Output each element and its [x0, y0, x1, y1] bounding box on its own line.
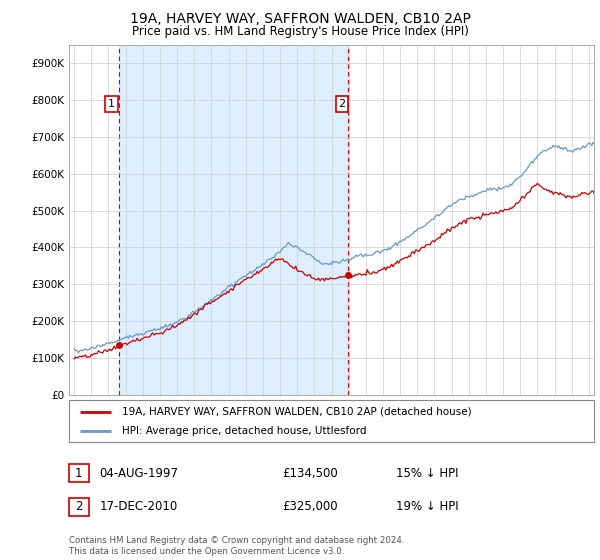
FancyBboxPatch shape: [69, 400, 594, 442]
Text: 19% ↓ HPI: 19% ↓ HPI: [396, 500, 458, 514]
Text: Price paid vs. HM Land Registry's House Price Index (HPI): Price paid vs. HM Land Registry's House …: [131, 25, 469, 38]
Text: 1: 1: [108, 99, 115, 109]
Text: 19A, HARVEY WAY, SAFFRON WALDEN, CB10 2AP (detached house): 19A, HARVEY WAY, SAFFRON WALDEN, CB10 2A…: [121, 407, 471, 417]
Bar: [119, 45, 348, 395]
Text: £325,000: £325,000: [282, 500, 338, 514]
Text: Contains HM Land Registry data © Crown copyright and database right 2024.
This d: Contains HM Land Registry data © Crown c…: [69, 536, 404, 556]
Text: 19A, HARVEY WAY, SAFFRON WALDEN, CB10 2AP: 19A, HARVEY WAY, SAFFRON WALDEN, CB10 2A…: [130, 12, 470, 26]
Text: HPI: Average price, detached house, Uttlesford: HPI: Average price, detached house, Uttl…: [121, 426, 366, 436]
Text: 2: 2: [338, 99, 346, 109]
Text: 15% ↓ HPI: 15% ↓ HPI: [396, 466, 458, 480]
Text: 1: 1: [75, 466, 83, 480]
Text: £134,500: £134,500: [282, 466, 338, 480]
Text: 17-DEC-2010: 17-DEC-2010: [100, 500, 178, 514]
Text: 04-AUG-1997: 04-AUG-1997: [100, 466, 179, 480]
Text: 2: 2: [75, 500, 83, 514]
